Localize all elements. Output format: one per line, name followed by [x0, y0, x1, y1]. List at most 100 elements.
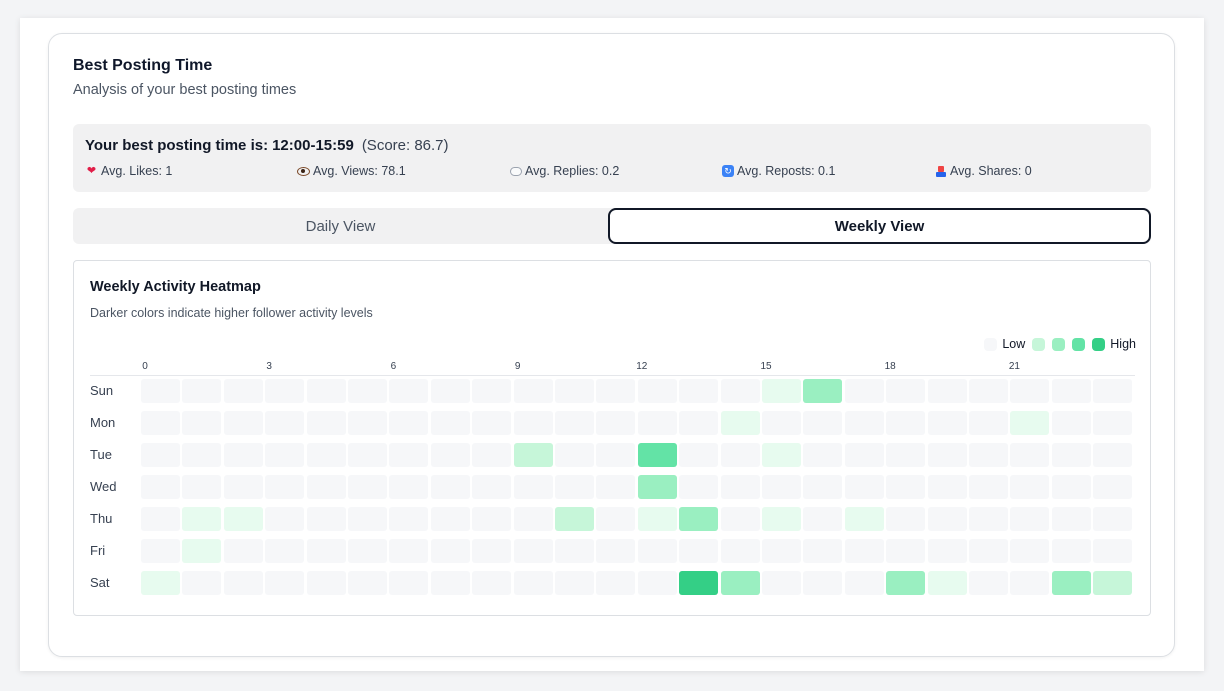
heatmap-cell[interactable]: [223, 571, 263, 595]
heatmap-cell[interactable]: [596, 571, 636, 595]
heatmap-cell[interactable]: [389, 379, 429, 403]
heatmap-cell[interactable]: [927, 379, 967, 403]
heatmap-cell[interactable]: [844, 411, 884, 435]
heatmap-cell[interactable]: [389, 475, 429, 499]
heatmap-cell[interactable]: [1051, 571, 1091, 595]
heatmap-cell[interactable]: [430, 539, 470, 563]
heatmap-cell[interactable]: [182, 475, 222, 499]
heatmap-cell[interactable]: [348, 443, 387, 467]
tab-daily-view[interactable]: Daily View: [305, 217, 376, 235]
heatmap-cell[interactable]: [927, 411, 967, 435]
heatmap-cell[interactable]: [513, 507, 553, 531]
heatmap-cell[interactable]: [1010, 507, 1050, 531]
heatmap-cell[interactable]: [927, 539, 967, 563]
heatmap-cell[interactable]: [555, 379, 594, 403]
heatmap-cell[interactable]: [969, 379, 1008, 403]
heatmap-cell[interactable]: [637, 507, 677, 531]
heatmap-cell[interactable]: [306, 571, 346, 595]
heatmap-cell[interactable]: [762, 539, 801, 563]
heatmap-cell[interactable]: [265, 507, 305, 531]
heatmap-cell[interactable]: [513, 571, 553, 595]
heatmap-cell[interactable]: [1010, 411, 1050, 435]
heatmap-cell[interactable]: [472, 379, 512, 403]
heatmap-cell[interactable]: [1051, 475, 1091, 499]
heatmap-cell[interactable]: [306, 507, 346, 531]
heatmap-cell[interactable]: [803, 571, 843, 595]
heatmap-cell[interactable]: [223, 411, 263, 435]
heatmap-cell[interactable]: [637, 539, 677, 563]
heatmap-cell[interactable]: [389, 443, 429, 467]
tab-weekly-view[interactable]: Weekly View: [608, 208, 1151, 244]
heatmap-cell[interactable]: [1051, 539, 1091, 563]
heatmap-cell[interactable]: [265, 443, 305, 467]
heatmap-cell[interactable]: [969, 571, 1008, 595]
heatmap-cell[interactable]: [1051, 379, 1091, 403]
heatmap-cell[interactable]: [513, 443, 553, 467]
heatmap-cell[interactable]: [886, 443, 926, 467]
heatmap-cell[interactable]: [513, 411, 553, 435]
heatmap-cell[interactable]: [348, 539, 387, 563]
heatmap-cell[interactable]: [679, 571, 719, 595]
heatmap-cell[interactable]: [182, 571, 222, 595]
heatmap-cell[interactable]: [182, 539, 222, 563]
heatmap-cell[interactable]: [141, 443, 180, 467]
heatmap-cell[interactable]: [141, 411, 180, 435]
heatmap-cell[interactable]: [141, 379, 180, 403]
heatmap-cell[interactable]: [969, 507, 1008, 531]
heatmap-cell[interactable]: [348, 379, 387, 403]
heatmap-cell[interactable]: [141, 571, 180, 595]
heatmap-cell[interactable]: [1093, 507, 1133, 531]
heatmap-cell[interactable]: [223, 539, 263, 563]
heatmap-cell[interactable]: [886, 475, 926, 499]
heatmap-cell[interactable]: [1093, 411, 1133, 435]
heatmap-cell[interactable]: [1093, 475, 1133, 499]
heatmap-cell[interactable]: [803, 443, 843, 467]
heatmap-cell[interactable]: [844, 571, 884, 595]
heatmap-cell[interactable]: [803, 411, 843, 435]
heatmap-cell[interactable]: [141, 539, 180, 563]
heatmap-cell[interactable]: [141, 475, 180, 499]
heatmap-cell[interactable]: [596, 539, 636, 563]
heatmap-cell[interactable]: [1051, 411, 1091, 435]
heatmap-cell[interactable]: [555, 571, 594, 595]
heatmap-cell[interactable]: [637, 411, 677, 435]
heatmap-cell[interactable]: [182, 411, 222, 435]
heatmap-cell[interactable]: [472, 443, 512, 467]
heatmap-cell[interactable]: [679, 539, 719, 563]
heatmap-cell[interactable]: [720, 443, 760, 467]
heatmap-cell[interactable]: [927, 507, 967, 531]
heatmap-cell[interactable]: [348, 475, 387, 499]
heatmap-cell[interactable]: [969, 443, 1008, 467]
heatmap-cell[interactable]: [389, 411, 429, 435]
heatmap-cell[interactable]: [430, 411, 470, 435]
heatmap-cell[interactable]: [969, 539, 1008, 563]
heatmap-cell[interactable]: [927, 475, 967, 499]
heatmap-cell[interactable]: [223, 475, 263, 499]
heatmap-cell[interactable]: [637, 443, 677, 467]
heatmap-cell[interactable]: [1010, 379, 1050, 403]
heatmap-cell[interactable]: [762, 507, 801, 531]
heatmap-cell[interactable]: [886, 411, 926, 435]
heatmap-cell[interactable]: [182, 443, 222, 467]
heatmap-cell[interactable]: [306, 411, 346, 435]
heatmap-cell[interactable]: [803, 379, 843, 403]
heatmap-cell[interactable]: [306, 443, 346, 467]
heatmap-cell[interactable]: [1010, 571, 1050, 595]
heatmap-cell[interactable]: [886, 379, 926, 403]
heatmap-cell[interactable]: [1093, 379, 1133, 403]
heatmap-cell[interactable]: [927, 443, 967, 467]
heatmap-cell[interactable]: [265, 379, 305, 403]
heatmap-cell[interactable]: [720, 379, 760, 403]
heatmap-cell[interactable]: [430, 443, 470, 467]
heatmap-cell[interactable]: [348, 571, 387, 595]
heatmap-cell[interactable]: [720, 539, 760, 563]
heatmap-cell[interactable]: [306, 475, 346, 499]
heatmap-cell[interactable]: [803, 475, 843, 499]
heatmap-cell[interactable]: [886, 539, 926, 563]
heatmap-cell[interactable]: [596, 507, 636, 531]
heatmap-cell[interactable]: [679, 507, 719, 531]
heatmap-cell[interactable]: [472, 411, 512, 435]
heatmap-cell[interactable]: [348, 411, 387, 435]
heatmap-cell[interactable]: [762, 443, 801, 467]
heatmap-cell[interactable]: [430, 379, 470, 403]
